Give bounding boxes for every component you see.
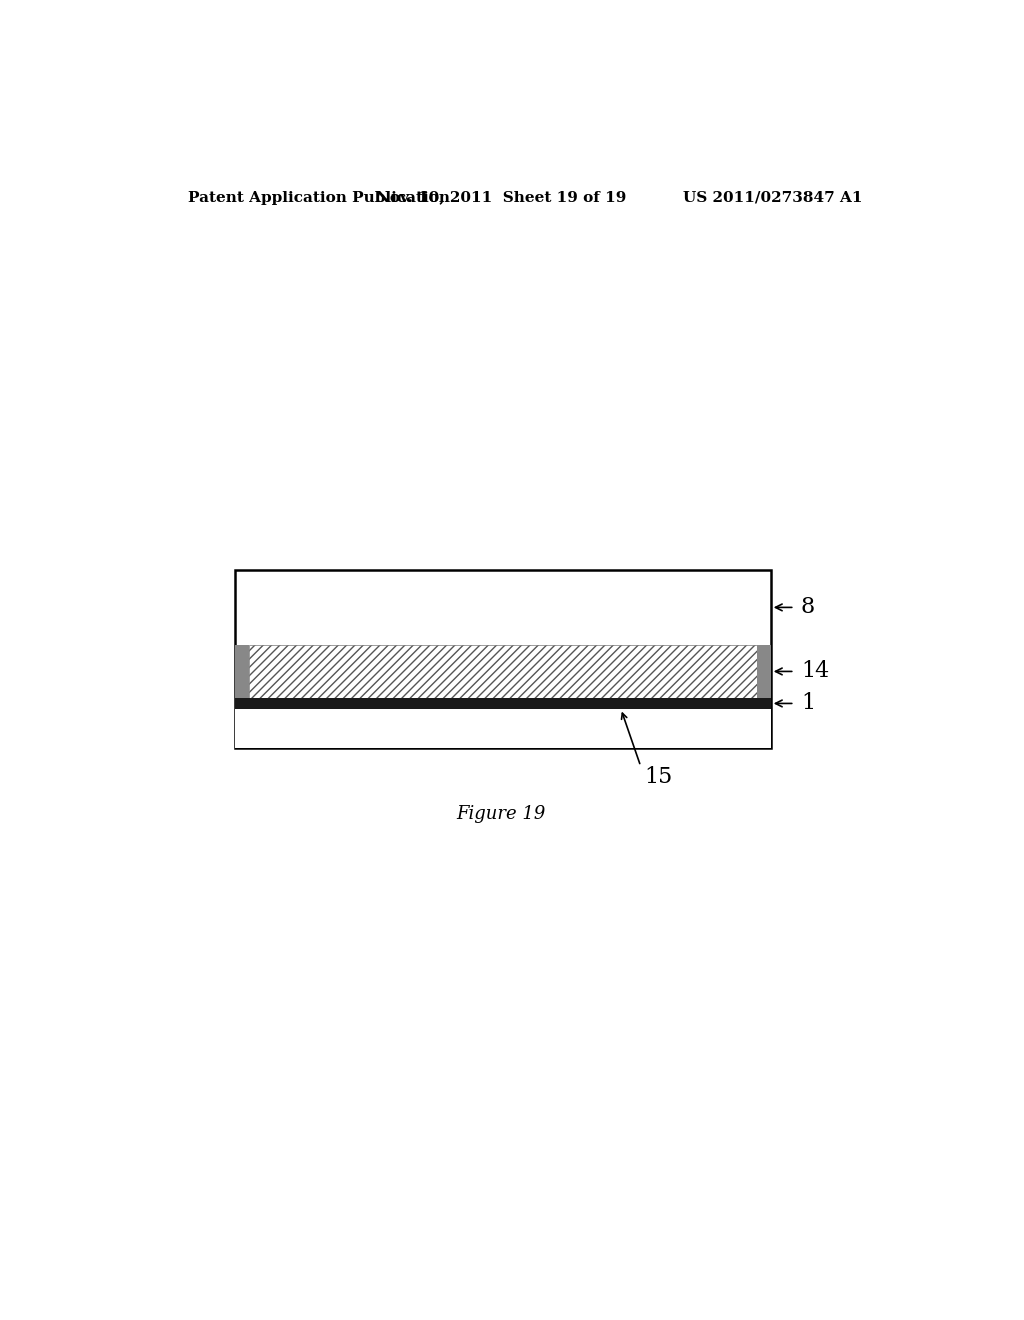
Bar — [236, 570, 771, 748]
Text: US 2011/0273847 A1: US 2011/0273847 A1 — [683, 190, 862, 205]
Text: Patent Application Publication: Patent Application Publication — [187, 190, 450, 205]
Text: Figure 19: Figure 19 — [457, 805, 546, 822]
Bar — [236, 709, 771, 748]
Text: 1: 1 — [801, 693, 815, 714]
Bar — [236, 644, 250, 698]
Bar — [250, 644, 757, 698]
Text: Nov. 10, 2011  Sheet 19 of 19: Nov. 10, 2011 Sheet 19 of 19 — [376, 190, 627, 205]
Text: 8: 8 — [801, 597, 815, 618]
Text: 14: 14 — [801, 660, 829, 682]
Text: 15: 15 — [645, 766, 673, 788]
Bar — [757, 644, 771, 698]
Bar — [236, 698, 771, 709]
